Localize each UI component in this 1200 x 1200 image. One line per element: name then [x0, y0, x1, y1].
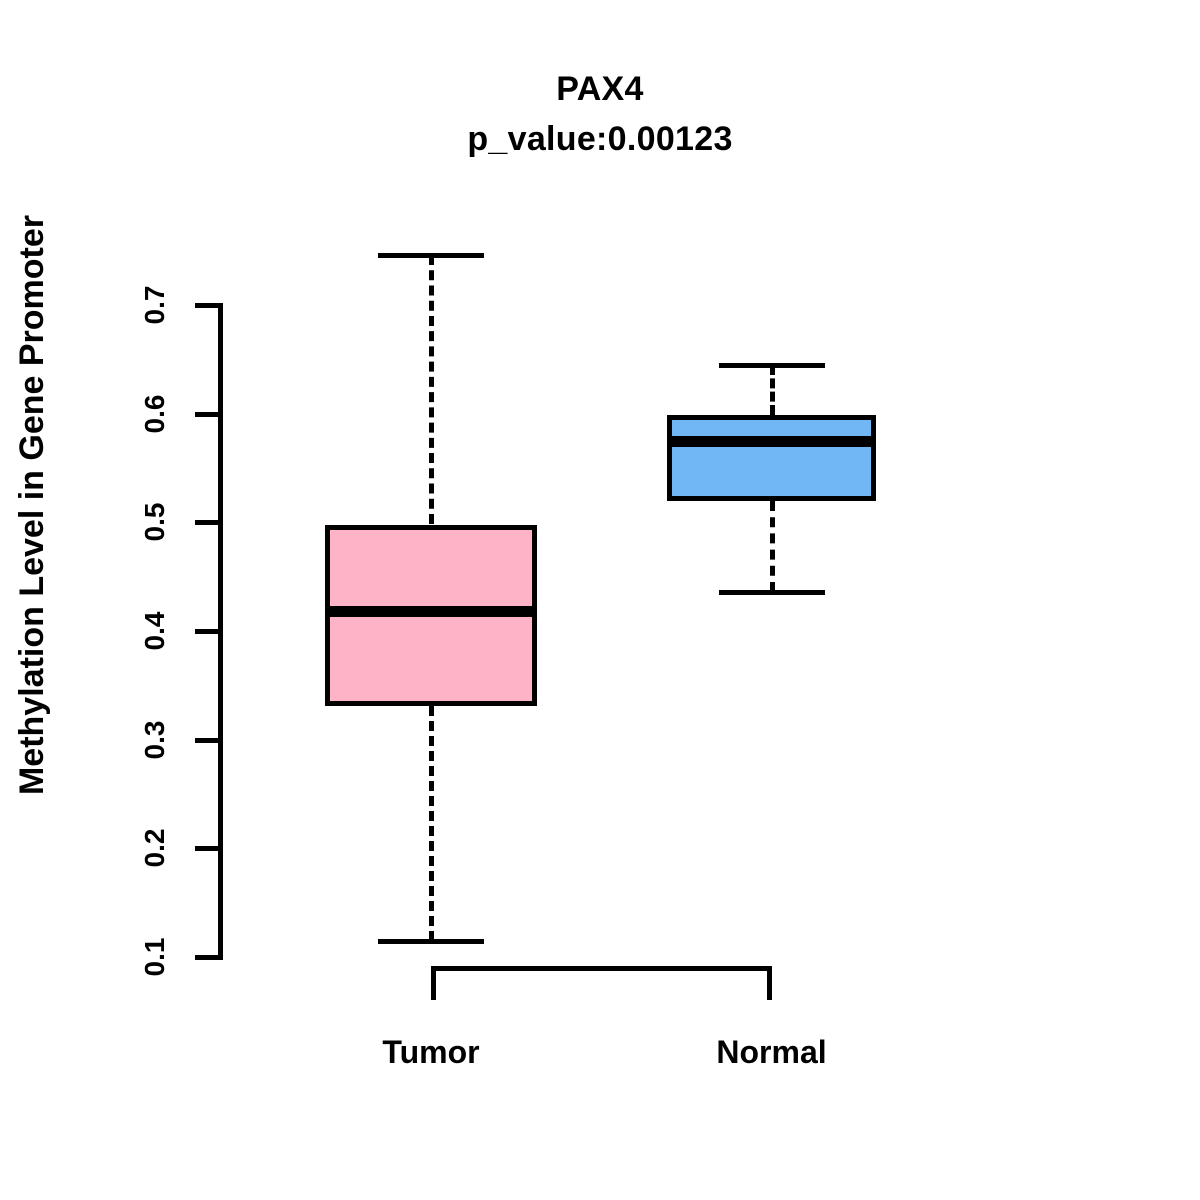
y-axis-tick: [195, 629, 223, 634]
chart-subtitle-pvalue: p_value:0.00123: [467, 120, 733, 158]
y-axis-tick: [195, 846, 223, 852]
y-axis-tick-label: 0.2: [139, 828, 170, 868]
y-axis-tick-label: 0.3: [139, 720, 170, 760]
x-axis-bracket-tick-left: [431, 966, 436, 1000]
y-axis-tick-label: 0.4: [139, 611, 170, 651]
whisker-cap-upper-normal: [718, 362, 825, 368]
y-axis-tick: [195, 303, 223, 308]
whisker-cap-lower-tumor: [378, 938, 484, 944]
whisker-cap-upper-tumor: [378, 253, 484, 258]
whisker-lower-normal: [769, 500, 775, 592]
x-axis-bracket: [431, 966, 772, 971]
y-axis-tick-label: 0.7: [139, 285, 170, 325]
median-tumor: [325, 606, 537, 618]
y-axis-tick: [195, 737, 223, 743]
whisker-cap-lower-normal: [718, 589, 825, 595]
y-axis-tick: [195, 411, 223, 417]
y-axis-tick-label: 0.5: [139, 502, 170, 542]
box-normal: [667, 414, 876, 501]
whisker-upper-normal: [769, 364, 775, 415]
y-axis-title-text: Methylation Level in Gene Promoter: [13, 215, 51, 796]
y-axis-tick-label: 0.1: [139, 937, 170, 977]
x-axis-label-normal: Normal: [716, 1034, 827, 1070]
y-axis-tick-label: 0.6: [139, 394, 170, 434]
whisker-upper-tumor: [429, 255, 434, 525]
y-axis-tick: [195, 520, 223, 526]
chart-title: PAX4: [556, 70, 644, 108]
whisker-lower-tumor: [429, 705, 434, 941]
y-axis-title: Methylation Level in Gene Promoter: [0, 0, 64, 1200]
x-axis-bracket-tick-right: [766, 966, 772, 1000]
y-axis-tick: [195, 955, 223, 960]
median-normal: [667, 435, 876, 447]
x-axis-label-tumor: Tumor: [382, 1034, 480, 1070]
